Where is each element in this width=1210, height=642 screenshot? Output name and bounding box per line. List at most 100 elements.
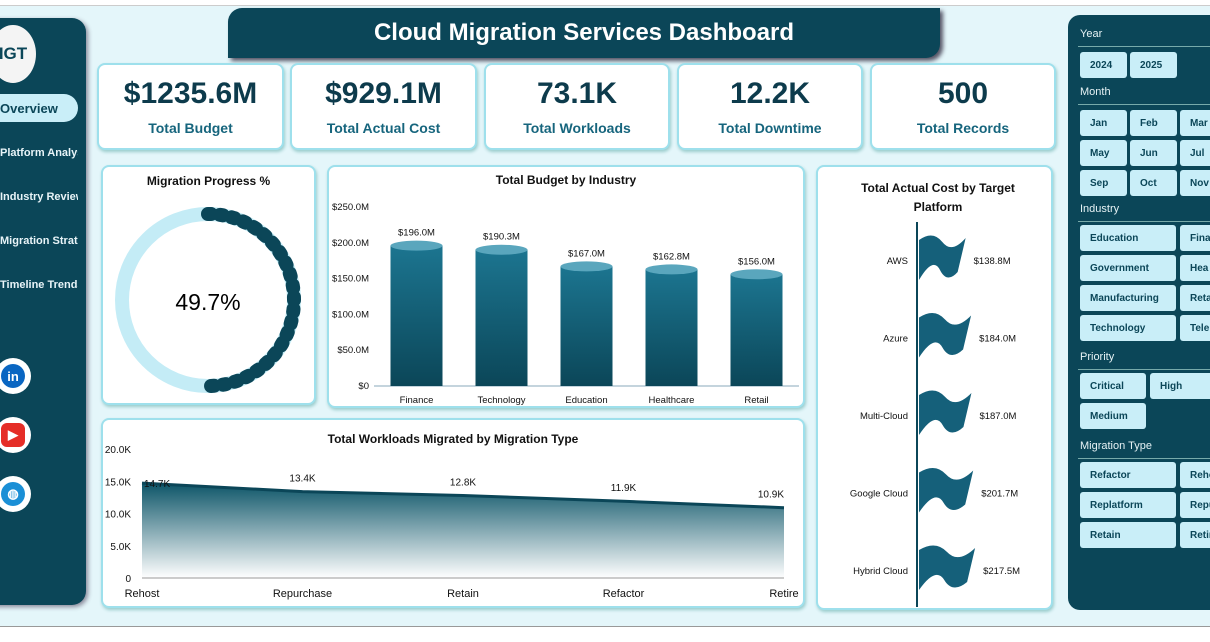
globe-icon: ◍ [1,482,25,506]
y-tick-label: $100.0M [332,309,369,320]
data-label: $162.8M [653,251,690,262]
filter-month-jul[interactable]: Jul [1180,140,1210,166]
filter-month-mar[interactable]: Mar [1180,110,1210,136]
filter-migration_type-reho[interactable]: Reho [1180,462,1210,488]
y-tick-label: 5.0K [110,542,131,553]
flag-bar [919,545,976,590]
nav-label: Overview [0,100,58,116]
filter-industry-reta[interactable]: Reta [1180,285,1210,311]
nav-label: Migration Strategy [0,235,78,247]
data-label: $196.0M [398,228,435,239]
nav-label: Industry Review [0,191,78,203]
linkedin-button[interactable]: in [0,358,31,394]
filter-industry-government[interactable]: Government [1080,255,1176,281]
bar [390,245,443,386]
youtube-button[interactable]: ▶ [0,417,31,453]
filter-label-migration_type: Migration Type [1080,440,1152,452]
bar [645,269,698,386]
data-label: $167.0M [568,248,605,259]
flag-bar [919,312,972,358]
category-label: Google Cloud [850,489,908,500]
kpi-total-workloads: 73.1K Total Workloads [484,63,670,150]
y-tick-label: $0 [358,381,369,392]
x-tick-label: Retail [744,395,768,406]
bar-cap [390,240,443,251]
filter-year-2024[interactable]: 2024 [1080,52,1127,78]
y-tick-label: 15.0K [105,477,131,488]
x-tick-label: Repurchase [273,588,332,600]
filter-month-nov[interactable]: Nov [1180,170,1210,196]
filter-divider [1078,369,1210,370]
kpi-total-downtime: 12.2K Total Downtime [677,63,863,150]
nav-timeline-trends[interactable]: Timeline Trends [0,271,78,299]
bar-cap [730,269,783,280]
filter-industry-technology[interactable]: Technology [1080,315,1176,341]
bar [475,249,528,386]
kpi-label: Total Records [916,120,1010,136]
filter-industry-manufacturing[interactable]: Manufacturing [1080,285,1176,311]
website-button[interactable]: ◍ [0,476,31,512]
area-line [141,481,785,510]
nav-overview[interactable]: Overview [0,94,78,122]
filter-label-priority: Priority [1080,351,1115,363]
data-label: $190.3M [483,232,520,243]
category-label: Hybrid Cloud [853,566,908,577]
kpi-label: Total Downtime [718,120,822,136]
progress-arc-inner [207,209,299,391]
x-tick-label: Technology [477,395,525,406]
filter-industry-education[interactable]: Education [1080,225,1176,251]
data-label: 12.8K [450,477,476,488]
y-tick-label: $150.0M [332,274,369,285]
filter-month-feb[interactable]: Feb [1130,110,1177,136]
filter-migration_type-retain[interactable]: Retain [1080,522,1176,548]
budget-by-industry-panel: Total Budget by Industry $0 $50.0M $100.0M… [327,165,805,408]
filter-divider [1078,104,1210,105]
filter-industry-hea[interactable]: Hea [1180,255,1210,281]
y-tick-label: $200.0M [332,238,369,249]
filter-priority-medium[interactable]: Medium [1080,403,1146,429]
bar [730,274,783,386]
x-tick-label: Retire [769,588,798,600]
bar-cap [645,264,698,275]
filter-industry-tele[interactable]: Tele [1180,315,1210,341]
filter-migration_type-replatform[interactable]: Replatform [1080,492,1176,518]
filter-migration_type-repu[interactable]: Repu [1180,492,1210,518]
nav-migration-strategy[interactable]: Migration Strategy [0,227,78,255]
filter-industry-fina[interactable]: Fina [1180,225,1210,251]
filter-month-jun[interactable]: Jun [1130,140,1177,166]
logo: IGT [0,25,36,83]
budget-bar-chart: $0 $50.0M $100.0M $150.0M $200.0M $250.0M $196… [332,202,799,406]
data-label: $138.8M [974,256,1011,267]
filter-priority-high[interactable]: High [1150,373,1210,399]
filter-month-jan[interactable]: Jan [1080,110,1127,136]
category-label: AWS [887,256,908,267]
kpi-label: Total Budget [148,120,233,136]
filter-divider [1078,221,1210,222]
filter-migration_type-retir[interactable]: Retir [1180,522,1210,548]
filter-year-2025[interactable]: 2025 [1130,52,1177,78]
linkedin-icon: in [1,364,25,388]
nav-platform-analysis[interactable]: Platform Analysis [0,139,78,167]
data-label: $184.0M [979,334,1016,345]
data-label: $217.5M [983,566,1020,577]
area-fill [142,483,784,578]
kpi-label: Total Actual Cost [326,120,441,136]
x-tick-label: Rehost [125,588,160,600]
filter-label-year: Year [1080,28,1103,40]
nav-industry-review[interactable]: Industry Review [0,183,78,211]
chart-title: Total Budget by Industry [495,173,637,187]
filter-month-oct[interactable]: Oct [1130,170,1177,196]
category-label: Azure [883,334,908,345]
kpi-value: $1235.6M [123,77,258,110]
nav-label: Timeline Trends [0,279,78,291]
filter-migration_type-refactor[interactable]: Refactor [1080,462,1176,488]
kpi-value: 12.2K [729,77,811,110]
filter-month-may[interactable]: May [1080,140,1127,166]
x-tick-label: Refactor [603,588,645,600]
category-label: Multi-Cloud [860,411,908,422]
filter-label-industry: Industry [1080,203,1120,215]
data-label: $187.0M [979,411,1016,422]
filter-month-sep[interactable]: Sep [1080,170,1127,196]
filter-label-month: Month [1080,86,1111,98]
filter-priority-critical[interactable]: Critical [1080,373,1146,399]
